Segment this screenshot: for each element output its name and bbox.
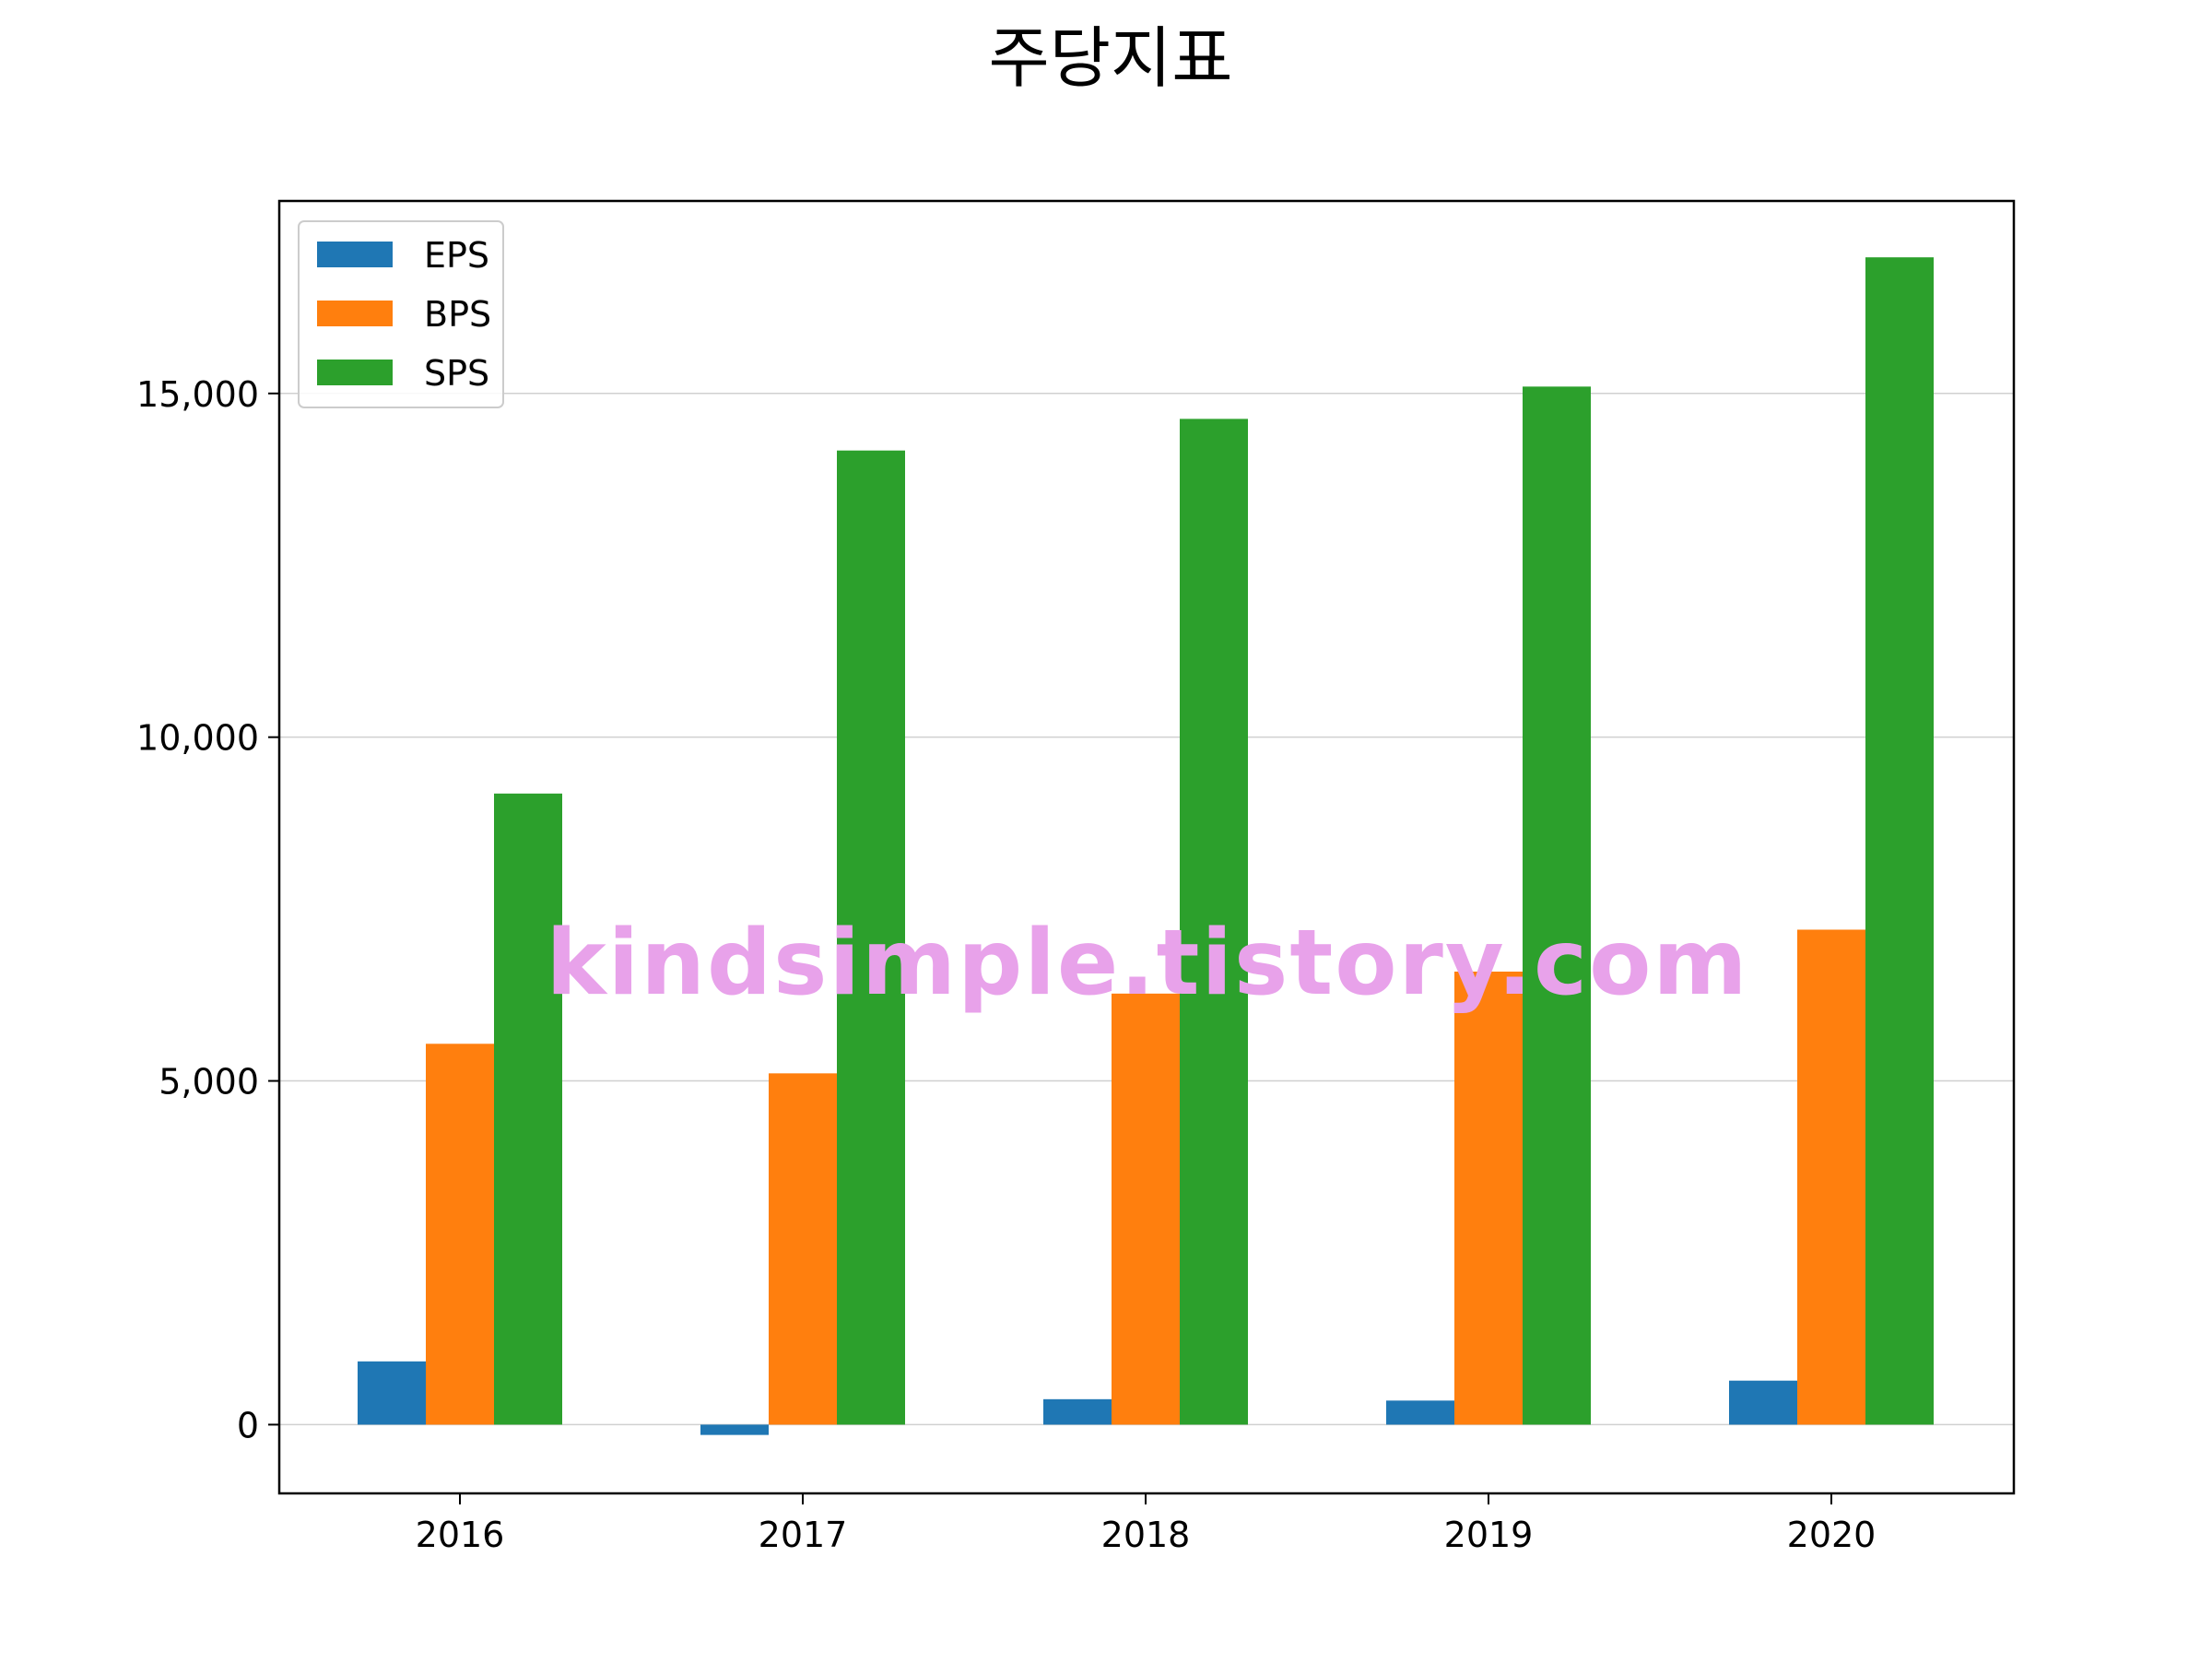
axis-ticks: 0 5,000 10,000 15,000 2016 2017 2018 2019 2020 — [136, 374, 1876, 1555]
chart-title: 주당지표 — [989, 19, 1233, 97]
bars — [358, 257, 1934, 1435]
x-tick-label: 2016 — [416, 1515, 505, 1555]
bar-eps-2017 — [700, 1424, 769, 1435]
legend-label-bps: BPS — [424, 294, 491, 335]
legend-swatch-bps — [317, 301, 393, 326]
x-tick-label: 2017 — [759, 1515, 848, 1555]
legend-label-eps: EPS — [424, 235, 489, 276]
legend-swatch-sps — [317, 360, 393, 385]
bar-bps-2017 — [769, 1073, 837, 1425]
x-tick-label: 2018 — [1101, 1515, 1191, 1555]
legend: EPS BPS SPS — [298, 220, 504, 408]
bar-bps-2018 — [1112, 993, 1180, 1425]
bar-bps-2019 — [1454, 971, 1523, 1425]
bar-eps-2016 — [358, 1361, 426, 1425]
y-tick-label: 0 — [237, 1405, 259, 1445]
bar-eps-2018 — [1043, 1398, 1112, 1425]
bar-sps-2020 — [1865, 257, 1934, 1425]
bar-sps-2016 — [494, 793, 562, 1425]
bar-sps-2019 — [1523, 386, 1591, 1425]
bar-sps-2018 — [1180, 419, 1248, 1425]
bar-sps-2017 — [837, 450, 905, 1425]
y-tick-label: 10,000 — [136, 718, 259, 759]
bar-bps-2020 — [1797, 929, 1865, 1425]
y-tick-label: 5,000 — [159, 1062, 259, 1103]
x-tick-label: 2020 — [1787, 1515, 1877, 1555]
bar-bps-2016 — [426, 1044, 494, 1425]
legend-label-sps: SPS — [424, 353, 489, 394]
bar-eps-2019 — [1386, 1400, 1454, 1425]
y-tick-label: 15,000 — [136, 374, 259, 415]
bar-eps-2020 — [1729, 1380, 1797, 1425]
watermark: kindsimple.tistory.com — [546, 911, 1748, 1016]
x-tick-label: 2019 — [1444, 1515, 1534, 1555]
legend-swatch-eps — [317, 242, 393, 267]
